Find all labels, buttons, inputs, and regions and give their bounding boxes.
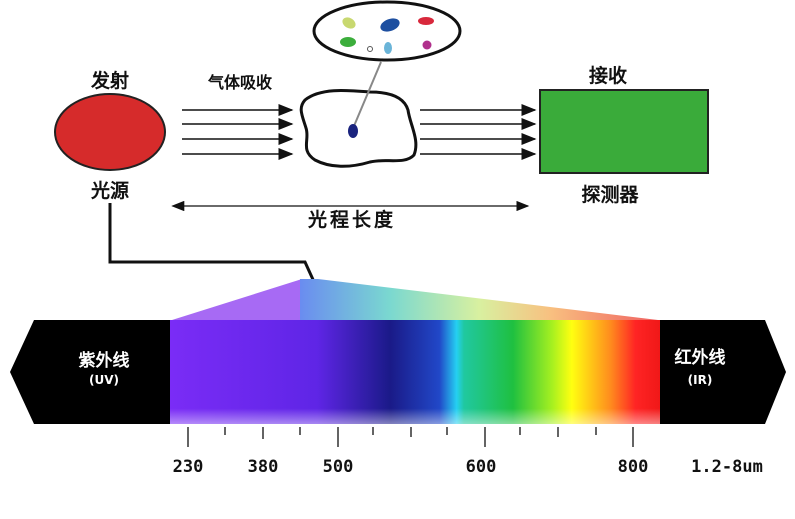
uv-label: 紫外线 (79, 350, 130, 371)
ir-abbr: (IR) (688, 373, 713, 387)
ir-region (658, 320, 786, 424)
tick-label: 500 (323, 457, 354, 477)
detector-label: 探测器 (581, 184, 639, 206)
receive-label: 接收 (589, 64, 627, 87)
tick-label: 380 (248, 457, 279, 477)
incident-light-arrows (182, 104, 294, 160)
tick-label: 600 (466, 457, 497, 477)
tick-label: 230 (173, 457, 204, 477)
minor-ticks (224, 427, 597, 437)
prism-spectrum-fan (300, 279, 658, 320)
molecules (340, 17, 434, 54)
tick-label: 1.2-8um (691, 457, 763, 477)
gas-molecule (348, 124, 358, 138)
gas-absorption-label: 气体吸收 (207, 73, 272, 92)
uv-abbr: (UV) (89, 373, 119, 387)
connector-line (108, 203, 317, 285)
detector (539, 89, 709, 174)
major-ticks (187, 427, 634, 447)
light-source (54, 93, 166, 171)
emit-label: 发射 (90, 69, 129, 92)
transmitted-light-arrows (420, 104, 537, 160)
gas-cell (299, 89, 418, 168)
source-label: 光源 (90, 179, 129, 202)
ir-label: 红外线 (675, 347, 726, 368)
uv-region (10, 320, 172, 424)
spectrum-bottom-fade (170, 320, 660, 424)
prism-violet-face (172, 279, 302, 320)
path-length-label: 光程长度 (307, 208, 396, 231)
zoom-pointer-line (353, 61, 382, 127)
tick-label: 800 (618, 457, 649, 477)
